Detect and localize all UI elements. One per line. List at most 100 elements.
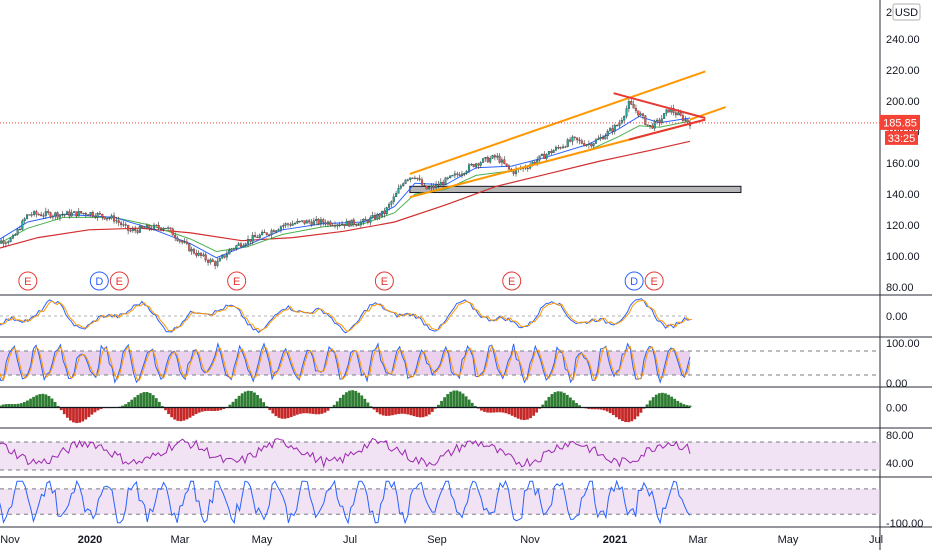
candle-body — [402, 183, 405, 187]
candle-body — [204, 254, 207, 261]
candle-body — [136, 230, 139, 233]
histogram-bar — [602, 407, 606, 411]
candle-body — [566, 139, 569, 147]
histogram-bar — [676, 400, 680, 408]
candle-body — [214, 261, 217, 266]
candle-body — [667, 109, 670, 113]
earnings-marker[interactable]: E — [502, 271, 522, 291]
histogram-bar — [228, 404, 232, 408]
candle-body — [98, 213, 101, 215]
candle-body — [604, 135, 607, 140]
candle-body — [665, 109, 668, 114]
histogram-bar — [246, 390, 250, 408]
candle-body — [254, 235, 257, 238]
histogram-bar — [501, 407, 505, 413]
histogram-bar — [427, 407, 431, 415]
price-axis-tick: 80.00 — [886, 430, 914, 442]
earnings-marker[interactable]: E — [227, 271, 247, 291]
histogram-bar — [348, 390, 351, 408]
candle-body — [526, 167, 529, 170]
candle-body — [263, 231, 266, 233]
histogram-bar — [360, 395, 364, 408]
histogram-bar — [473, 405, 477, 408]
histogram-bar — [489, 407, 493, 413]
histogram-bar — [654, 394, 658, 408]
candle-body — [538, 155, 541, 161]
histogram-bars — [0, 390, 692, 424]
candle-body — [489, 158, 492, 163]
histogram-bar — [26, 400, 29, 408]
candle-body — [89, 212, 92, 216]
histogram-bar — [461, 393, 465, 408]
histogram-bar — [596, 407, 600, 410]
candle-body — [333, 225, 337, 227]
histogram-bar — [532, 407, 535, 416]
histogram-bar — [305, 407, 308, 414]
candle-body — [301, 220, 304, 222]
earnings-marker[interactable]: E — [374, 271, 394, 291]
currency-badge[interactable]: USD — [892, 3, 921, 21]
candle-body — [442, 181, 445, 185]
candle-body — [310, 221, 313, 226]
histogram-bar — [608, 407, 612, 414]
histogram-bar — [627, 407, 631, 423]
histogram-bar — [440, 400, 443, 408]
candle-body — [167, 227, 170, 229]
candle-body — [658, 119, 661, 123]
candle-body — [242, 245, 245, 247]
histogram-bar — [320, 407, 324, 414]
candle-body — [75, 211, 78, 217]
histogram-bar — [618, 407, 621, 420]
candle-body — [223, 255, 226, 258]
candle-body — [124, 224, 127, 226]
price-axis-tick: -100.00 — [886, 518, 923, 530]
histogram-bar — [685, 405, 689, 408]
candle-body — [505, 163, 508, 166]
histogram-bar — [332, 404, 336, 408]
histogram-bar — [667, 394, 670, 408]
histogram-bar — [633, 407, 637, 420]
candle-body — [277, 229, 280, 231]
candle-body — [404, 179, 407, 184]
histogram-bar — [145, 392, 149, 408]
histogram-bar — [23, 402, 26, 408]
channel-extension-line[interactable] — [689, 106, 727, 121]
candle-body — [493, 155, 496, 158]
wedge-top-line[interactable] — [613, 92, 706, 119]
candle-body — [453, 173, 456, 176]
candle-body — [258, 234, 261, 238]
histogram-bar — [565, 394, 569, 408]
wedge-bottom-line[interactable] — [628, 118, 706, 141]
dividend-marker[interactable]: D — [89, 271, 109, 291]
histogram-bar — [338, 397, 342, 408]
candle-body — [162, 228, 165, 230]
histogram-bar — [354, 390, 358, 408]
support-zone[interactable] — [409, 185, 742, 194]
price-axis-tick: 80.00 — [886, 282, 914, 294]
time-axis-tick: Nov — [0, 534, 20, 546]
histogram-bar — [664, 393, 667, 408]
histogram-bar — [289, 407, 293, 417]
price-axis-tick: 200.00 — [886, 96, 920, 108]
candle-body — [373, 215, 377, 220]
price-axis-tick: 220.00 — [886, 65, 920, 77]
candle-body — [275, 230, 278, 233]
histogram-bar — [522, 407, 526, 421]
candle-body — [326, 221, 330, 225]
earnings-marker[interactable]: E — [18, 271, 38, 291]
channel-upper-line[interactable] — [409, 70, 706, 175]
dividend-marker[interactable]: D — [624, 271, 644, 291]
histogram-bar — [375, 407, 379, 413]
candle-body — [449, 175, 452, 179]
candle-body — [427, 187, 431, 190]
earnings-marker[interactable]: E — [109, 271, 129, 291]
candle-body — [35, 211, 38, 215]
histogram-bar — [96, 407, 100, 411]
earnings-marker[interactable]: E — [644, 271, 664, 291]
candle-body — [141, 226, 144, 228]
candle-body — [357, 224, 360, 226]
histogram-bar — [547, 396, 551, 408]
candle-body — [197, 252, 200, 256]
